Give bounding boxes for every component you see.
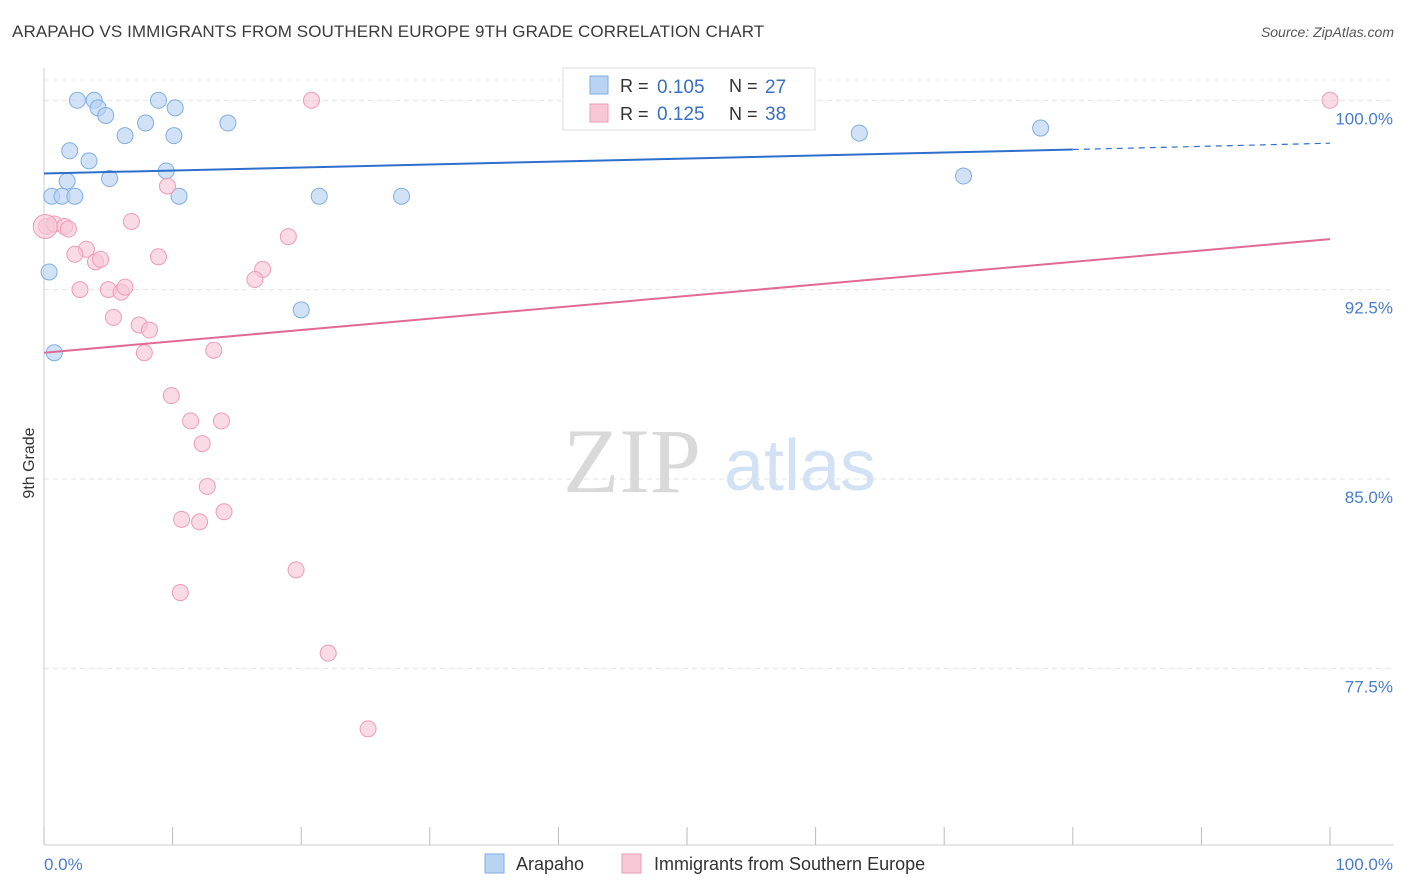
- point-southern-europe-0: [302, 91, 320, 109]
- point-southern-europe-2: [158, 177, 176, 195]
- y-tick-label-3: 100.0%: [1335, 109, 1393, 128]
- trend-line-arapaho: [43, 148, 1073, 175]
- point-arapaho-12: [61, 142, 79, 160]
- point-southern-europe-32: [191, 513, 209, 531]
- point-southern-europe-26: [182, 412, 200, 430]
- point-arapaho-9: [165, 127, 183, 145]
- point-southern-europe-36: [359, 720, 377, 738]
- point-southern-europe-16: [71, 281, 89, 299]
- point-arapaho-7: [219, 114, 237, 132]
- legend-n-value-southern-europe: 38: [765, 104, 786, 125]
- stats-legend: R = 0.105 N = 27 R = 0.125 N = 38: [562, 67, 816, 131]
- x-tick-label-1: 100.0%: [1335, 855, 1393, 874]
- watermark: ZIP atlas: [563, 410, 876, 512]
- data-points: [32, 91, 1339, 738]
- legend-n-label-arapaho: N =: [729, 76, 758, 96]
- point-southern-europe-22: [140, 321, 158, 339]
- point-southern-europe-34: [171, 584, 189, 602]
- bottom-legend-swatch-arapaho: [484, 853, 505, 874]
- point-arapaho-17: [954, 167, 972, 185]
- legend-r-label-arapaho: R =: [620, 76, 649, 96]
- point-arapaho-0: [68, 91, 86, 109]
- point-arapaho-16: [101, 170, 119, 188]
- y-tick-label-1: 85.0%: [1345, 488, 1393, 507]
- legend-r-value-arapaho: 0.105: [657, 77, 705, 98]
- series-legend: Arapaho Immigrants from Southern Europe: [484, 853, 925, 874]
- point-southern-europe-19: [116, 278, 134, 296]
- point-southern-europe-37: [32, 214, 58, 240]
- trend-lines: [43, 142, 1331, 354]
- y-tick-label-2: 92.5%: [1345, 299, 1393, 318]
- point-arapaho-2: [149, 91, 167, 109]
- trend-line-southern-europe: [43, 238, 1331, 354]
- point-southern-europe-31: [173, 510, 191, 528]
- point-arapaho-6: [137, 114, 155, 132]
- point-southern-europe-27: [212, 412, 230, 430]
- axes: [43, 68, 1394, 846]
- point-southern-europe-7: [122, 212, 140, 230]
- point-arapaho-4: [166, 99, 184, 117]
- point-arapaho-11: [1032, 119, 1050, 137]
- point-southern-europe-25: [162, 387, 180, 405]
- watermark-atlas: atlas: [724, 426, 876, 506]
- trend-line-arapaho-extension: [1072, 142, 1331, 151]
- bottom-legend-label-southern-europe: Immigrants from Southern Europe: [654, 854, 925, 874]
- point-arapaho-10: [850, 124, 868, 142]
- point-arapaho-5: [97, 106, 115, 124]
- x-tick-labels: 0.0% 100.0%: [44, 855, 1393, 874]
- point-southern-europe-13: [149, 248, 167, 266]
- point-southern-europe-20: [104, 308, 122, 326]
- point-arapaho-22: [310, 187, 328, 205]
- point-southern-europe-10: [66, 245, 84, 263]
- y-tick-label-0: 77.5%: [1345, 677, 1393, 696]
- point-arapaho-8: [116, 127, 134, 145]
- point-arapaho-15: [58, 172, 76, 190]
- point-arapaho-21: [170, 187, 188, 205]
- point-southern-europe-33: [287, 561, 305, 579]
- point-southern-europe-1: [1321, 91, 1339, 109]
- bottom-legend-label-arapaho: Arapaho: [516, 854, 584, 874]
- point-southern-europe-30: [215, 503, 233, 521]
- point-arapaho-25: [292, 301, 310, 319]
- point-southern-europe-6: [59, 220, 77, 238]
- point-arapaho-24: [40, 263, 58, 281]
- point-southern-europe-15: [246, 271, 264, 289]
- legend-r-value-southern-europe: 0.125: [657, 104, 705, 125]
- y-axis-label: 9th Grade: [21, 427, 38, 498]
- point-southern-europe-24: [205, 341, 223, 359]
- chart-source: Source: ZipAtlas.com: [1260, 24, 1394, 40]
- legend-n-value-arapaho: 27: [765, 77, 786, 98]
- legend-swatch-southern-europe: [589, 103, 609, 123]
- point-arapaho-23: [393, 187, 411, 205]
- legend-n-label-southern-europe: N =: [729, 104, 758, 124]
- x-tick-label-0: 0.0%: [44, 855, 83, 874]
- point-southern-europe-35: [319, 644, 337, 662]
- point-southern-europe-28: [193, 435, 211, 453]
- point-southern-europe-8: [279, 228, 297, 246]
- y-tick-labels: 77.5% 85.0% 92.5% 100.0%: [1335, 109, 1393, 696]
- chart-title: ARAPAHO VS IMMIGRANTS FROM SOUTHERN EURO…: [12, 22, 765, 41]
- point-southern-europe-12: [92, 250, 110, 268]
- point-arapaho-13: [80, 152, 98, 170]
- legend-swatch-arapaho: [589, 75, 609, 95]
- legend-r-label-southern-europe: R =: [620, 104, 649, 124]
- watermark-zip: ZIP: [563, 410, 701, 512]
- point-arapaho-20: [66, 187, 84, 205]
- point-southern-europe-23: [135, 344, 153, 362]
- point-southern-europe-29: [198, 478, 216, 496]
- bottom-legend-swatch-southern-europe: [621, 853, 642, 874]
